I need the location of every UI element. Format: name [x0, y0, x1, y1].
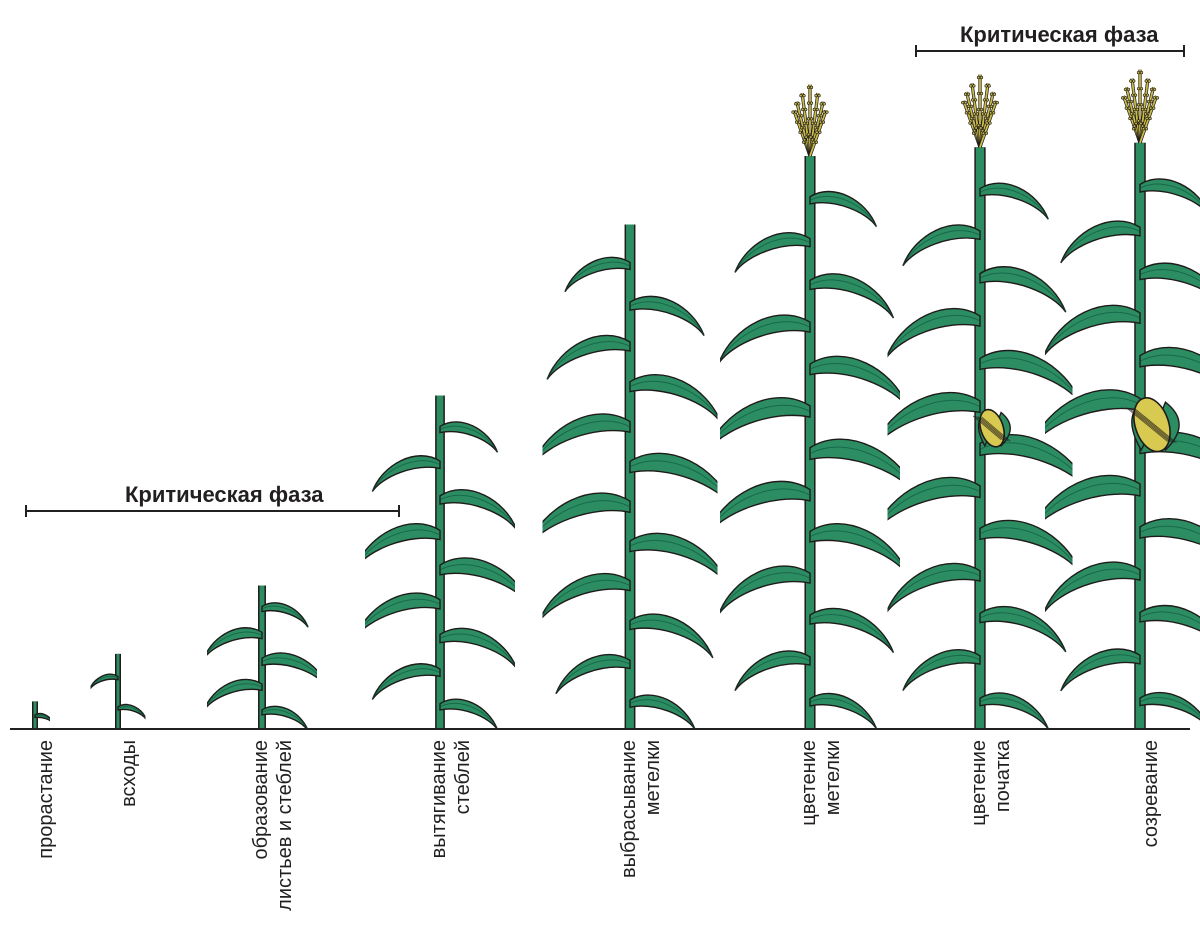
plant-stage-s1	[20, 700, 50, 728]
stage-label: листьев и стеблей	[274, 740, 297, 911]
stage-label: цветение	[798, 740, 821, 826]
critical-phase-bracket	[25, 510, 400, 522]
stage-label: стеблей	[452, 740, 475, 814]
plant-stage-s3	[207, 578, 317, 728]
stage-label: початка	[992, 740, 1015, 812]
plant-stage-s2	[91, 650, 146, 728]
stage-label: выбрасывание	[618, 740, 641, 878]
plant-stage-s4	[365, 378, 515, 728]
stage-label: образование	[250, 740, 273, 860]
stage-label: всходы	[118, 740, 141, 807]
stage-label: вытягивание	[428, 740, 451, 858]
critical-phase-label: Критическая фаза	[125, 482, 323, 508]
plant-stage-s8	[1045, 63, 1200, 728]
plant-stage-s5	[543, 198, 718, 728]
stage-label: метелки	[642, 740, 665, 815]
growth-stages-diagram: прорастание всходы образованиелистьев и ст…	[0, 0, 1200, 940]
critical-phase-bracket	[915, 50, 1185, 62]
plant-stage-s6	[720, 78, 900, 728]
stage-label: цветение	[968, 740, 991, 826]
ground-line	[10, 728, 1190, 730]
stage-label: прорастание	[35, 740, 58, 859]
stage-label: метелки	[822, 740, 845, 815]
stage-label: созревание	[1140, 740, 1163, 847]
critical-phase-label: Критическая фаза	[960, 22, 1158, 48]
